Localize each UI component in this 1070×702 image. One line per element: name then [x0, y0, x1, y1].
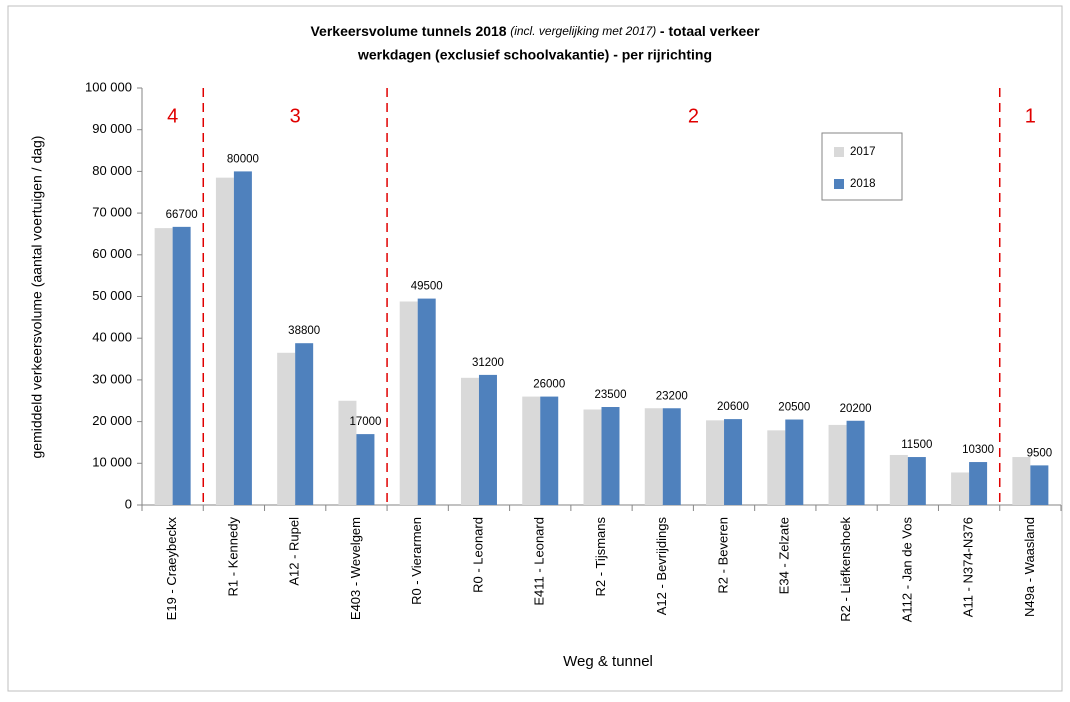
bar [828, 424, 847, 505]
x-tick-label: R0 - Leonard [470, 517, 485, 593]
bar [1030, 465, 1049, 505]
y-tick-label: 30 000 [92, 371, 132, 386]
legend-swatch [834, 179, 844, 189]
data-label: 11500 [901, 439, 932, 451]
bar [356, 434, 375, 505]
x-tick-label: R2 - Beveren [715, 517, 730, 594]
x-tick-label: E34 - Zelzate [777, 517, 792, 594]
y-tick-label: 50 000 [92, 288, 132, 303]
bar [154, 228, 173, 505]
data-label: 23200 [656, 390, 688, 402]
title-part: Verkeersvolume tunnels 2018 [310, 23, 506, 39]
bar [907, 457, 926, 505]
bar [295, 343, 314, 505]
x-tick-label: R0 - Vierarmen [409, 517, 424, 605]
data-label: 20200 [840, 403, 872, 415]
y-tick-label: 80 000 [92, 163, 132, 178]
x-tick-label: A12 - Bevrijdings [654, 517, 669, 616]
bar [460, 377, 479, 505]
y-tick-label: 40 000 [92, 330, 132, 345]
title-part: (incl. vergelijking met 2017) [510, 24, 656, 38]
x-tick-label: A12 - Rupel [287, 517, 302, 586]
bar [662, 408, 681, 505]
x-tick-label: E403 - Wevelgem [348, 517, 363, 620]
title-part: - totaal verkeer [660, 23, 760, 39]
data-label: 66700 [166, 209, 198, 221]
x-tick-label: A112 - Jan de Vos [899, 517, 914, 623]
bar [644, 408, 663, 505]
data-label: 31200 [472, 357, 504, 369]
y-tick-label: 70 000 [92, 205, 132, 220]
bar [172, 226, 191, 505]
x-tick-label: R1 - Kennedy [225, 517, 240, 597]
zone-label: 2 [688, 105, 699, 127]
zone-label: 3 [290, 105, 301, 127]
bar [478, 374, 497, 505]
y-tick-label: 100 000 [85, 79, 132, 94]
bar [417, 298, 436, 505]
bar [601, 407, 620, 505]
x-axis-label: Weg & tunnel [563, 653, 653, 670]
bar [583, 409, 602, 505]
y-tick-label: 60 000 [92, 246, 132, 261]
bar [724, 419, 743, 505]
zone-label: 4 [167, 105, 178, 127]
x-tick-label: R2 - Liefkenshoek [838, 517, 853, 622]
bar [522, 396, 541, 505]
x-tick-label: E411 - Leonard [532, 517, 547, 606]
data-label: 80000 [227, 153, 259, 165]
bar [1012, 457, 1031, 505]
legend-swatch [834, 147, 844, 157]
y-tick-label: 90 000 [92, 121, 132, 136]
bar [951, 472, 970, 505]
y-tick-label: 10 000 [92, 455, 132, 470]
data-label: 17000 [349, 416, 381, 428]
zone-label: 1 [1025, 105, 1036, 127]
bar [969, 462, 988, 505]
legend-label: 2017 [850, 146, 876, 158]
x-tick-label: A11 - N374-N376 [961, 517, 976, 617]
x-tick-label: E19 - Craeybeckx [164, 517, 179, 621]
x-tick-label: R2 - Tijsmans [593, 517, 608, 597]
data-label: 23500 [595, 389, 627, 401]
y-tick-label: 20 000 [92, 413, 132, 428]
bar [399, 301, 418, 505]
chart-subtitle: werkdagen (exclusief schoolvakantie) - p… [357, 47, 712, 63]
data-label: 20600 [717, 401, 749, 413]
x-tick-label: N49a - Waasland [1022, 517, 1037, 617]
bar [767, 430, 786, 505]
bar [338, 400, 357, 505]
y-tick-label: 0 [125, 496, 132, 511]
bar [846, 420, 865, 505]
bar [540, 396, 559, 505]
bar [233, 171, 252, 505]
data-label: 20500 [778, 402, 810, 414]
data-label: 26000 [533, 379, 565, 391]
chart-title: Verkeersvolume tunnels 2018 (incl. verge… [310, 23, 760, 39]
y-axis-label: gemiddeld verkeersvolume (aantal voertui… [29, 136, 45, 459]
legend-label: 2018 [850, 178, 876, 190]
data-label: 9500 [1027, 447, 1053, 459]
data-label: 38800 [288, 325, 320, 337]
data-label: 49500 [411, 281, 443, 293]
bar [785, 419, 804, 505]
bar [889, 454, 908, 505]
bar [706, 420, 725, 505]
bar [215, 177, 234, 505]
bar [277, 352, 296, 505]
data-label: 10300 [962, 444, 994, 456]
